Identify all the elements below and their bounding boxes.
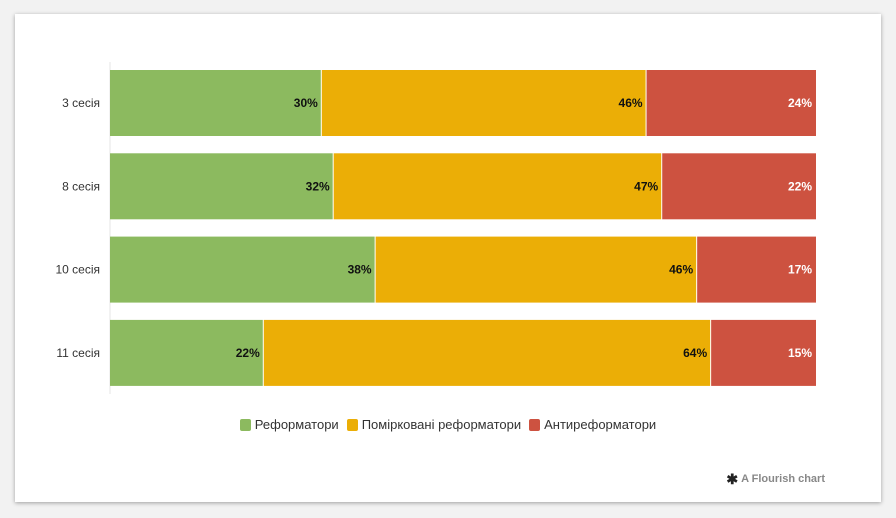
bar-segment[interactable] [321,70,646,136]
bar-segment[interactable] [110,70,321,136]
category-label: 3 сесія [62,96,100,110]
bar-segment[interactable] [697,236,816,303]
bar-segment[interactable] [711,319,816,386]
bar-segment[interactable] [646,70,816,136]
flourish-credit[interactable]: ✱ A Flourish chart [726,472,825,486]
data-label: 15% [788,346,812,360]
bar-segment[interactable] [263,319,711,386]
bar-segment[interactable] [375,236,697,303]
data-label: 46% [669,263,693,277]
bar-segment[interactable] [662,153,816,220]
bar-segment[interactable] [110,236,375,303]
data-label: 22% [236,346,260,360]
legend-item[interactable]: Реформатори [239,417,339,432]
legend-swatch [529,418,541,431]
bar-segment[interactable] [110,319,263,386]
chart-legend: Реформатори Помірковані реформатори Антире… [15,417,881,432]
legend-item[interactable]: Помірковані реформатори [346,417,522,432]
data-label: 64% [683,346,707,360]
stacked-bar-chart: 3 сесія 30% 46% 24% 8 сесія 32% 47% 22% 10 сесія… [55,62,816,394]
data-label: 24% [788,96,812,110]
bar-segment[interactable] [110,153,333,220]
legend-label: Помірковані реформатори [361,417,522,432]
flourish-asterisk-icon: ✱ [726,471,739,487]
data-label: 30% [294,96,318,110]
bar-segment[interactable] [333,153,662,220]
category-label: 10 сесія [55,263,100,277]
legend-label: Антиреформатори [544,417,657,432]
category-label: 11 сесія [56,346,100,360]
data-label: 22% [788,179,812,193]
legend-swatch [346,418,358,431]
data-label: 38% [348,263,372,277]
legend-swatch [239,418,251,431]
data-label: 32% [306,179,330,193]
legend-item[interactable]: Антиреформатори [529,417,656,432]
credit-text: A Flourish chart [741,473,825,485]
chart-card: 3 сесія 30% 46% 24% 8 сесія 32% 47% 22% 10 сесія… [15,14,881,502]
data-label: 47% [634,179,658,193]
data-label: 46% [619,96,643,110]
category-label: 8 сесія [62,179,100,193]
legend-label: Реформатори [254,417,339,432]
data-label: 17% [788,263,812,277]
